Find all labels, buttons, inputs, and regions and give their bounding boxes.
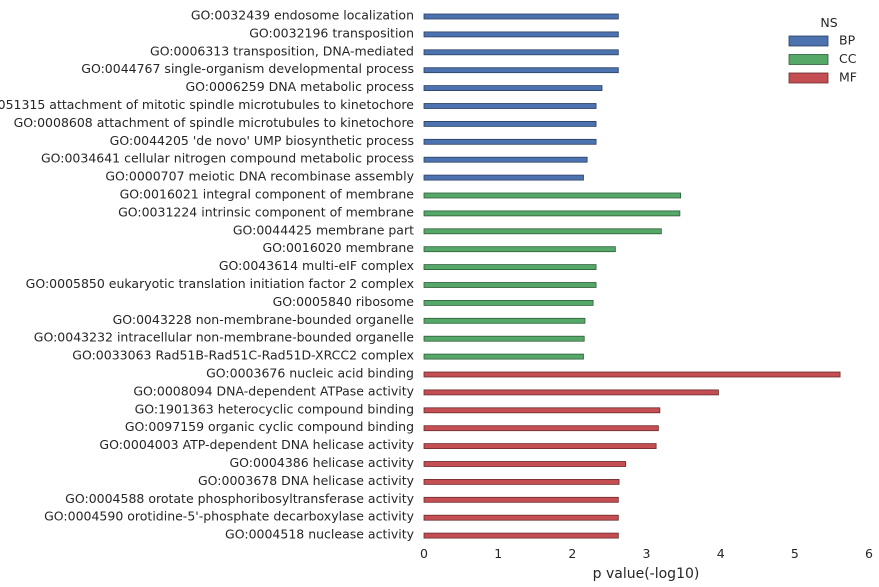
legend-swatch-bp — [788, 35, 829, 47]
legend-title: NS — [820, 15, 837, 30]
category-label: GO:0043614 multi-eIF complex — [219, 258, 414, 273]
legend-label-bp: BP — [839, 33, 856, 48]
bar-bp — [423, 103, 597, 109]
category-label: GO:0008608 attachment of spindle microtu… — [14, 115, 415, 130]
category-label: GO:0004590 orotidine-5'-phosphate decarb… — [44, 509, 415, 524]
category-label: GO:0032439 endosome localization — [191, 8, 414, 23]
bar-bp — [423, 138, 597, 145]
bar-cc — [423, 353, 584, 360]
category-labels-group: GO:0032439 endosome localization GO:00321… — [0, 8, 415, 542]
bar-bp — [423, 31, 619, 38]
category-label: GO:0034641 cellular nitrogen compound me… — [41, 151, 414, 166]
x-tick-label: 2 — [568, 546, 576, 561]
category-label: GO:0006313 transposition, DNA-mediated — [150, 43, 414, 58]
bar-mf — [423, 407, 661, 414]
category-label: GO:0044205 'de novo' UMP biosynthetic pr… — [110, 133, 414, 148]
category-label: GO:0097159 organic cyclic compound bindi… — [125, 419, 414, 434]
x-tick-label: 6 — [865, 546, 873, 561]
legend-swatch-cc — [788, 54, 829, 65]
bar-bp — [423, 156, 588, 163]
category-label: GO:0033063 Rad51B-Rad51C-Rad51D-XRCC2 co… — [72, 348, 414, 363]
category-label: GO:0031224 intrinsic component of membra… — [118, 204, 414, 219]
bar-cc — [423, 317, 586, 324]
bar-mf — [423, 371, 841, 378]
bars-group — [423, 13, 841, 539]
category-label: GO:1901363 heterocyclic compound binding — [135, 401, 414, 416]
bar-mf — [423, 425, 659, 432]
category-label: GO:0003678 DNA helicase activity — [198, 473, 415, 488]
bar-bp — [423, 121, 597, 127]
bar-mf — [423, 443, 657, 450]
bar-bp — [423, 13, 619, 20]
legend-label-mf: MF — [839, 70, 857, 85]
category-label: GO:0016020 membrane — [262, 240, 414, 255]
category-label: GO:0004588 orotate phosphoribosyltransfe… — [65, 491, 414, 506]
category-label: GO:0043228 non-membrane-bounded organell… — [113, 312, 415, 327]
x-tick-label: 4 — [717, 546, 725, 561]
bar-bp — [423, 67, 619, 74]
category-label: GO:0004003 ATP-dependent DNA helicase ac… — [99, 437, 414, 452]
x-tick-label: 5 — [791, 546, 799, 561]
category-label: GO:0032196 transposition — [249, 25, 414, 40]
bar-cc — [423, 246, 616, 253]
bar-cc — [423, 192, 682, 199]
bar-mf — [423, 389, 719, 396]
x-tick-label: 1 — [494, 546, 502, 561]
category-label: GO:0005840 ribosome — [273, 294, 415, 309]
bar-cc — [423, 210, 681, 217]
bar-cc — [423, 264, 597, 271]
category-label: GO:0004518 nuclease activity — [225, 527, 415, 542]
category-label: GO:0006259 DNA metabolic process — [186, 79, 415, 94]
category-label: GO:0044425 membrane part — [233, 222, 414, 237]
x-tick-label: 0 — [420, 546, 428, 561]
bar-mf — [423, 514, 619, 521]
x-axis-ticks-group: 0 1 2 3 4 5 6 — [420, 546, 873, 561]
x-axis-label: p value(-log10) — [593, 566, 700, 582]
category-label: GO:0016021 integral component of membran… — [120, 187, 415, 202]
bar-bp — [423, 49, 619, 56]
bar-mf — [423, 461, 627, 467]
legend: NS BP CC MF — [788, 15, 857, 85]
category-label: GO:0005850 eukaryotic translation initia… — [26, 276, 414, 291]
bar-mf — [423, 496, 619, 503]
legend-swatch-mf — [788, 72, 829, 84]
category-label: GO:0004386 helicase activity — [229, 455, 414, 470]
category-label: GO:0008094 DNA-dependent ATPase activity — [133, 383, 414, 398]
bar-cc — [423, 335, 585, 342]
category-label: GO:0043232 intracellular non-membrane-bo… — [34, 330, 415, 345]
bar-mf — [423, 532, 619, 539]
category-label: GO:0051315 attachment of mitotic spindle… — [0, 97, 414, 112]
bar-cc — [423, 282, 597, 288]
bar-cc — [423, 228, 662, 235]
bar-mf — [423, 478, 620, 485]
bar-bp — [423, 85, 603, 91]
category-label: GO:0044767 single-organism developmental… — [81, 61, 414, 76]
category-label: GO:0000707 meiotic DNA recombinase assem… — [105, 169, 414, 184]
bar-cc — [423, 299, 594, 306]
x-tick-label: 3 — [643, 546, 651, 561]
category-label: GO:0003676 nucleic acid binding — [206, 366, 414, 381]
bar-bp — [423, 174, 584, 181]
legend-label-cc: CC — [839, 51, 857, 66]
